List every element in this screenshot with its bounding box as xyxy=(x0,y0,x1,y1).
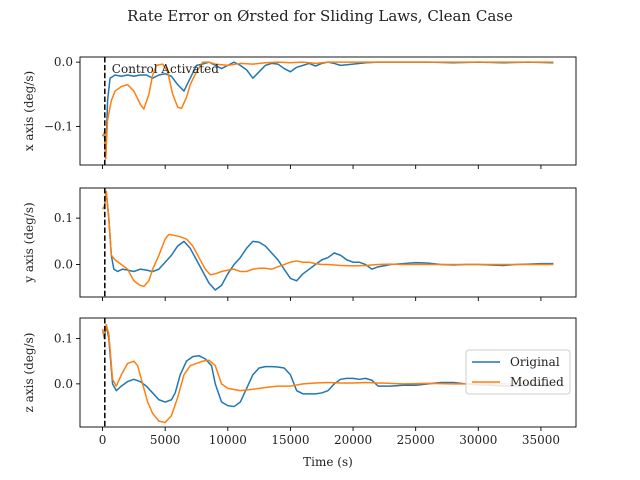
y-axes-frame xyxy=(79,187,577,298)
x-axes-frame xyxy=(79,56,577,166)
z-y-tick-label: 0.1 xyxy=(54,331,73,345)
x-tick-label: 0 xyxy=(99,433,107,447)
x-tick-label: 20000 xyxy=(334,433,372,447)
y-series-modified xyxy=(101,190,554,288)
control-activated-label: Control Activated xyxy=(112,62,219,76)
legend-label-modified: Modified xyxy=(510,375,564,389)
x-tick-label: 15000 xyxy=(271,433,309,447)
z-axis-ylabel: z axis (deg/s) xyxy=(22,333,36,413)
x-tick-label: 35000 xyxy=(522,433,560,447)
legend: Original Modified xyxy=(465,349,571,395)
z-y-tick-label: 0.0 xyxy=(54,377,73,391)
chart-title: Rate Error on Ørsted for Sliding Laws, C… xyxy=(127,7,513,25)
y-y-tick-label: 0.1 xyxy=(54,211,73,225)
y-y-tick-label: 0.0 xyxy=(54,258,73,272)
legend-label-original: Original xyxy=(510,355,560,369)
z-series-modified xyxy=(101,324,554,424)
y-axis-panel: 0.1 0.0 y axis (deg/s) xyxy=(22,187,577,301)
z-axis-panel: 0.1 0.0 0 5000 10000 15000 20000 25000 30000 3500… xyxy=(22,317,577,447)
x-axis-ylabel: x axis (deg/s) xyxy=(22,71,36,151)
x-series-original xyxy=(101,61,554,160)
z-axes-frame xyxy=(79,317,577,428)
x-axis-label: Time (s) xyxy=(303,455,353,469)
x-tick-label: 30000 xyxy=(459,433,497,447)
x-y-tick-label: 0.0 xyxy=(54,55,73,69)
y-series-original xyxy=(101,191,554,291)
z-series-original xyxy=(101,324,554,408)
legend-box xyxy=(465,349,571,395)
x-tick-label: 10000 xyxy=(209,433,247,447)
x-axis-panel: 0.0 −0.1 x axis (deg/s) Control Activated xyxy=(22,55,577,169)
x-series-modified xyxy=(101,61,554,160)
x-tick-label: 5000 xyxy=(150,433,181,447)
x-y-tick-label: −0.1 xyxy=(44,119,73,133)
x-tick-label: 25000 xyxy=(397,433,435,447)
panels: 0.0−0.1x axis (deg/s)Control Activated0.… xyxy=(22,55,577,447)
y-axis-ylabel: y axis (deg/s) xyxy=(22,202,36,283)
